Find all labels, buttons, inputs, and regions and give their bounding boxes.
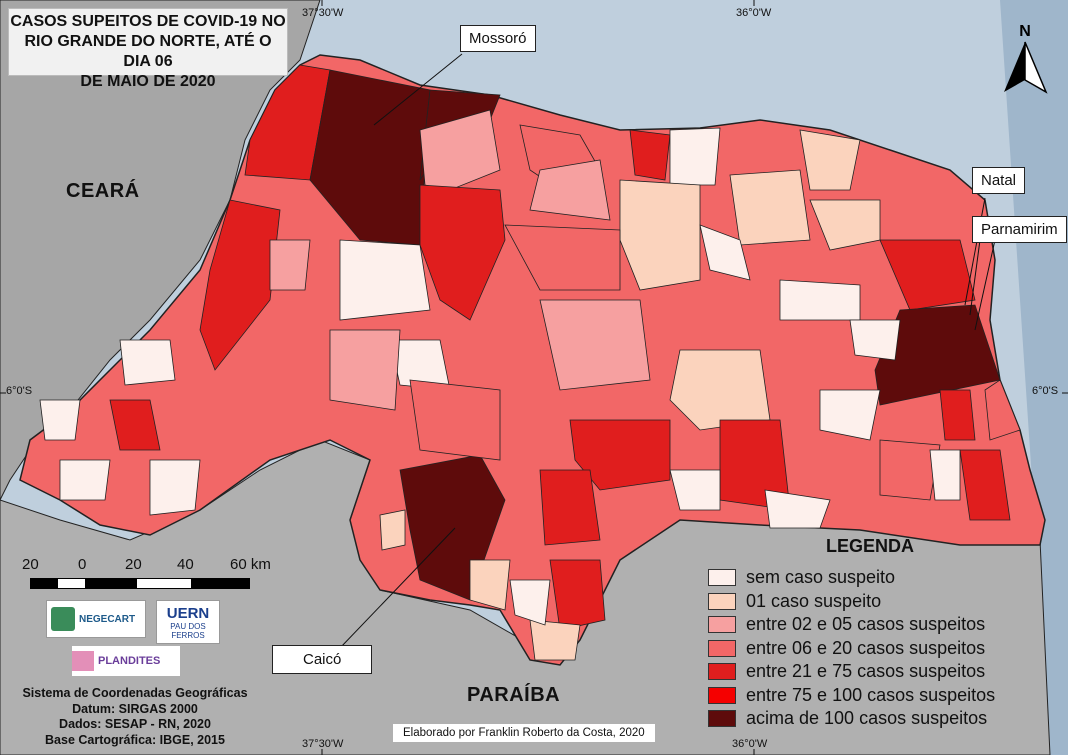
coord-top-left: 37°30'W (302, 7, 344, 19)
legend-item: entre 75 e 100 casos suspeitos (708, 684, 995, 708)
uern-logo-text: UERN (166, 605, 210, 622)
map-metadata: Sistema de Coordenadas Geográficas Datum… (10, 686, 260, 748)
footer-line-4: Base Cartográfica: IBGE, 2015 (45, 732, 225, 747)
coord-left: 6°0'S (6, 385, 33, 397)
callout-mossoro: Mossoró (460, 25, 536, 52)
legend-label: 01 caso suspeito (746, 590, 882, 611)
legend-label: entre 75 e 100 casos suspeitos (746, 684, 996, 705)
coord-bottom-left: 37°30'W (302, 738, 344, 750)
legend-swatch (708, 592, 736, 610)
legend-item: acima de 100 casos suspeitos (708, 707, 995, 731)
scale-label-3: 40 (177, 556, 194, 573)
legend-label: entre 02 e 05 casos suspeitos (746, 614, 986, 635)
callout-caico: Caicó (272, 645, 373, 674)
coord-bottom-right: 36°0'W (732, 738, 768, 750)
callout-lines (339, 53, 996, 649)
title-line-3: DE MAIO DE 2020 (80, 73, 216, 90)
legend-label: entre 06 e 20 casos suspeitos (746, 637, 986, 658)
scale-labels: 20 0 20 40 60 km (22, 556, 282, 574)
plandites-logo: PLANDITES (72, 646, 180, 676)
title-line-1: CASOS SUPEITOS DE COVID-19 NO (10, 13, 286, 30)
coord-top-right: 36°0'W (736, 7, 772, 19)
scale-bar (30, 578, 250, 589)
map-title: CASOS SUPEITOS DE COVID-19 NO RIO GRANDE… (8, 8, 288, 90)
legend-swatch (708, 710, 736, 728)
legend-item: sem caso suspeito (708, 566, 995, 590)
legend-swatch (708, 686, 736, 704)
legend-title: LEGENDA (826, 536, 915, 556)
legend-item: entre 06 e 20 casos suspeitos (708, 637, 995, 661)
credit: Elaborado por Franklin Roberto da Costa,… (393, 724, 655, 742)
north-label: N (1019, 23, 1031, 40)
north-arrow-icon: N (1004, 23, 1048, 94)
legend-item: entre 02 e 05 casos suspeitos (708, 613, 995, 637)
scale-segment (85, 579, 137, 588)
uern-logo: UERN PAU DOS FERROS (156, 600, 220, 644)
legend-label: entre 21 e 75 casos suspeitos (746, 661, 986, 682)
negecart-logo: NEGECART (46, 600, 146, 638)
legend-swatch (708, 639, 736, 657)
uern-logo-subtext: PAU DOS FERROS (170, 622, 206, 640)
legend-swatch (708, 663, 736, 681)
negecart-logo-text: NEGECART (79, 613, 136, 625)
scale-label-2: 20 (125, 556, 142, 573)
footer-line-2: Datum: SIRGAS 2000 (72, 701, 198, 716)
scale-label-1: 0 (78, 556, 87, 573)
legend-item: 01 caso suspeito (708, 590, 995, 614)
legend: sem caso suspeito 01 caso suspeito entre… (708, 566, 995, 731)
footer-line-3: Dados: SESAP - RN, 2020 (59, 717, 211, 731)
legend-swatch (708, 569, 736, 587)
callout-parnamirim: Parnamirim (972, 216, 1067, 243)
scale-segment (191, 579, 249, 588)
legend-label: acima de 100 casos suspeitos (746, 708, 988, 729)
region-label-ceara: CEARÁ (66, 180, 140, 202)
legend-swatch (708, 616, 736, 634)
region-label-paraiba: PARAÍBA (467, 684, 561, 706)
municipalities (39, 64, 1021, 661)
scale-label-4: 60 km (230, 556, 271, 573)
footer-line-1: Sistema de Coordenadas Geográficas (22, 686, 248, 700)
scale-label-0: 20 (22, 556, 39, 573)
coord-right: 6°0'S (1032, 385, 1059, 397)
legend-item: entre 21 e 75 casos suspeitos (708, 660, 995, 684)
plandites-logo-text: PLANDITES (98, 655, 161, 667)
callout-natal: Natal (972, 167, 1026, 194)
legend-label: sem caso suspeito (746, 567, 896, 588)
scale-segment (31, 579, 58, 588)
title-line-2: RIO GRANDE DO NORTE, ATÉ O DIA 06 (24, 33, 272, 70)
ceara-land (0, 0, 321, 501)
